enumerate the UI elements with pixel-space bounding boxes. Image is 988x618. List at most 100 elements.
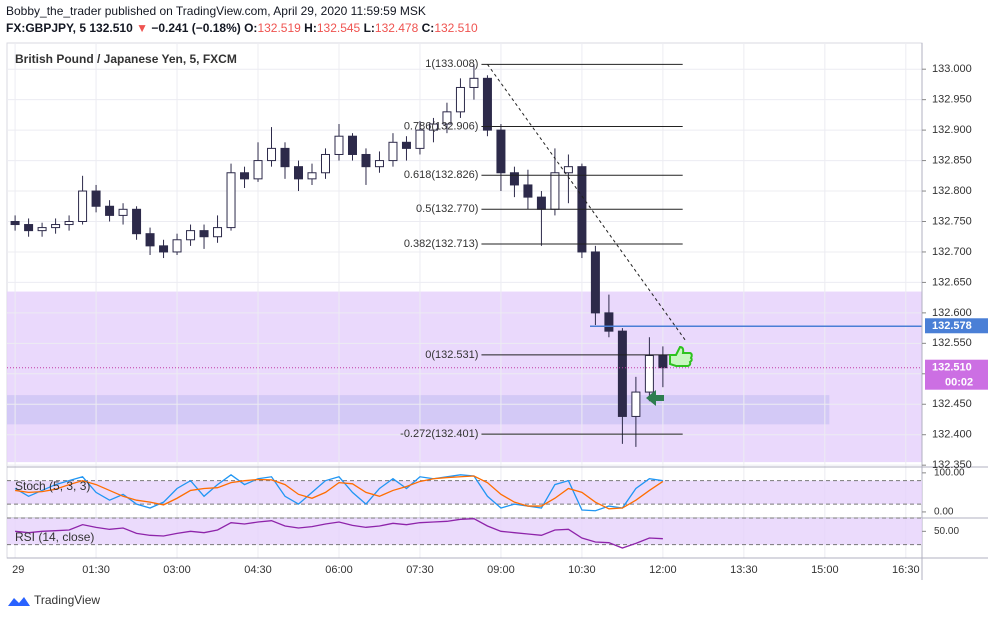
y-tick-label: 0.00	[934, 507, 954, 518]
candle-body	[226, 172, 236, 229]
change: −0.241 (−0.18%)	[151, 21, 241, 35]
ohlc-key: O:	[244, 21, 258, 35]
y-tick-label: 132.950	[932, 94, 972, 106]
zone	[7, 395, 830, 425]
indicator-line	[14, 474, 663, 512]
y-tick-label: 132.350	[932, 459, 972, 471]
indicator-line	[15, 518, 663, 549]
candle-body	[415, 129, 425, 149]
x-tick-label: 15:00	[811, 564, 839, 576]
candle-body	[388, 141, 398, 162]
last-price: 132.510	[89, 21, 133, 35]
price-label: 132.578	[932, 320, 972, 332]
fib-label: 0(132.531)	[425, 349, 478, 361]
zone	[7, 291, 922, 463]
candle-body	[172, 239, 182, 253]
author-line: Bobby_the_trader published on TradingVie…	[6, 4, 426, 18]
brand-logo	[8, 597, 30, 606]
candle-body	[604, 312, 614, 332]
candle-body	[24, 224, 34, 232]
symbol: FX:GBPJPY, 5	[6, 21, 87, 35]
candle-body	[644, 355, 654, 393]
candle-body	[536, 196, 546, 210]
trendline	[487, 64, 686, 341]
x-tick-label: 01:30	[82, 564, 110, 576]
candle-body	[199, 230, 209, 238]
fib-label: -0.272(132.401)	[400, 428, 478, 440]
fib-label: 0.618(132.826)	[404, 169, 479, 181]
ohlc-value: 132.545	[316, 21, 361, 35]
candle-body	[105, 205, 115, 216]
ohlc-key: H:	[304, 21, 317, 35]
indicator-band	[7, 480, 922, 505]
y-tick-label: 132.900	[932, 124, 972, 136]
y-tick-label: 133.000	[932, 63, 972, 75]
header: Bobby_the_trader published on TradingVie…	[6, 3, 478, 37]
countdown-label: 00:02	[945, 377, 973, 389]
candle-body	[307, 172, 317, 180]
candle-body	[267, 147, 277, 162]
candle-body	[361, 153, 371, 168]
candle-body	[78, 190, 88, 222]
fib-label: 0.382(132.713)	[404, 238, 479, 250]
y-tick-label: 132.800	[932, 185, 972, 197]
x-tick-label: 10:30	[568, 564, 596, 576]
x-tick-label: 12:00	[649, 564, 677, 576]
candle-body	[617, 330, 627, 417]
candle-body	[590, 251, 600, 314]
candle-body	[334, 135, 344, 155]
candle-body	[145, 233, 155, 247]
candle-body	[294, 166, 304, 180]
price-label-box	[925, 318, 988, 334]
y-tick-label: 132.850	[932, 154, 972, 166]
candle-body	[374, 160, 384, 168]
ohlc-value: 132.510	[434, 21, 478, 35]
ohlc-key: L:	[363, 21, 375, 35]
x-tick-label: 04:30	[244, 564, 272, 576]
candle-body	[563, 166, 573, 174]
y-tick-label: 132.550	[932, 337, 972, 349]
indicator-title: Stoch (5, 3, 3)	[15, 479, 90, 493]
candle-body	[442, 111, 452, 125]
candle-body	[401, 141, 411, 149]
indicator-band	[7, 518, 922, 545]
y-tick-label: 132.450	[932, 398, 972, 410]
ohlc-value: 132.519	[257, 21, 301, 35]
fib-label: 0.786(132.906)	[404, 120, 479, 132]
candle-body	[347, 135, 357, 155]
candle-body	[469, 77, 479, 88]
candle-body	[482, 77, 492, 131]
down-triangle: ▼	[136, 21, 148, 35]
candle-body	[280, 147, 290, 168]
fib-label: 0.5(132.770)	[416, 203, 478, 215]
candle-body	[91, 190, 101, 207]
candle-body	[37, 227, 47, 232]
candle-body	[658, 355, 668, 369]
brand-name: TradingView	[34, 593, 100, 607]
y-tick-label: 50.00	[934, 526, 959, 537]
x-tick-label: 03:00	[163, 564, 191, 576]
y-tick-label: 132.700	[932, 246, 972, 258]
arrow-icon	[646, 390, 664, 406]
fib-label: 1(133.008)	[425, 58, 478, 70]
y-tick-label: 132.400	[932, 429, 972, 441]
candle-body	[10, 220, 20, 226]
candle-body	[320, 153, 330, 174]
price-label: 132.510	[932, 362, 972, 374]
price-label-box	[925, 359, 988, 390]
quote-line: FX:GBPJPY, 5 132.510 ▼ −0.241 (−0.18%) O…	[6, 20, 478, 37]
candle-body	[509, 172, 519, 186]
indicator-title: RSI (14, close)	[15, 530, 94, 544]
candle-body	[428, 123, 438, 131]
x-tick-label: 07:30	[406, 564, 434, 576]
candle-body	[253, 160, 263, 180]
y-tick-label: 132.750	[932, 215, 972, 227]
candle-body	[186, 230, 196, 241]
candle-body	[240, 172, 250, 180]
x-tick-label: 29	[12, 564, 24, 576]
ohlc-key: C:	[421, 21, 435, 35]
candle-body	[213, 227, 223, 238]
candle-body	[455, 86, 465, 113]
